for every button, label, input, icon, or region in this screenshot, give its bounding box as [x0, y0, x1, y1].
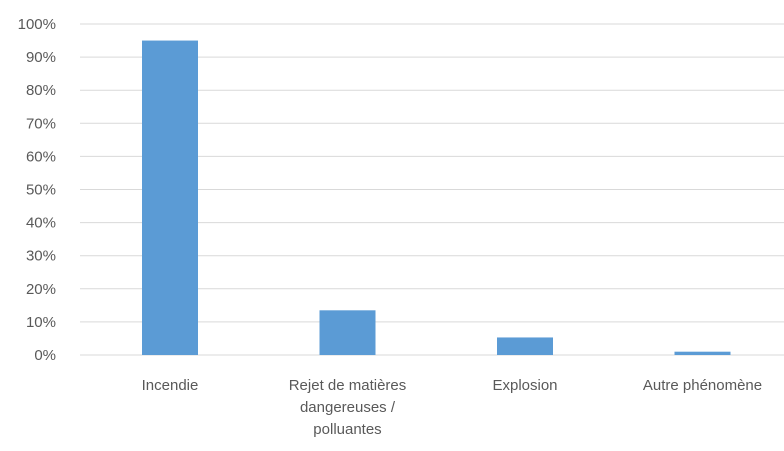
y-tick-label: 30% [26, 248, 56, 265]
bars [142, 40, 731, 356]
y-tick-label: 10% [26, 314, 56, 331]
x-category-label: Incendie [142, 377, 199, 394]
x-category-label: dangereuses / [300, 399, 396, 416]
y-axis-ticks: 0% 10% 20% 30% 40% 50% 60% 70% 80% 90% 100% [18, 16, 56, 364]
x-category-label: Explosion [492, 377, 557, 394]
x-category-label: Autre phénomène [643, 377, 762, 394]
y-tick-label: 90% [26, 49, 56, 66]
bar [497, 337, 553, 355]
bar [319, 310, 376, 355]
y-tick-label: 20% [26, 281, 56, 298]
bar [674, 351, 731, 355]
y-tick-label: 60% [26, 148, 56, 165]
x-axis-labels: Incendie Rejet de matières dangereuses / po… [142, 377, 762, 438]
y-tick-label: 80% [26, 82, 56, 99]
x-category-label: Rejet de matières [289, 377, 407, 394]
x-category-label: polluantes [313, 421, 381, 438]
y-tick-label: 0% [34, 347, 56, 364]
y-tick-label: 40% [26, 215, 56, 232]
y-tick-label: 70% [26, 115, 56, 132]
bar [142, 40, 198, 356]
y-tick-label: 50% [26, 182, 56, 199]
y-tick-label: 100% [18, 16, 56, 33]
